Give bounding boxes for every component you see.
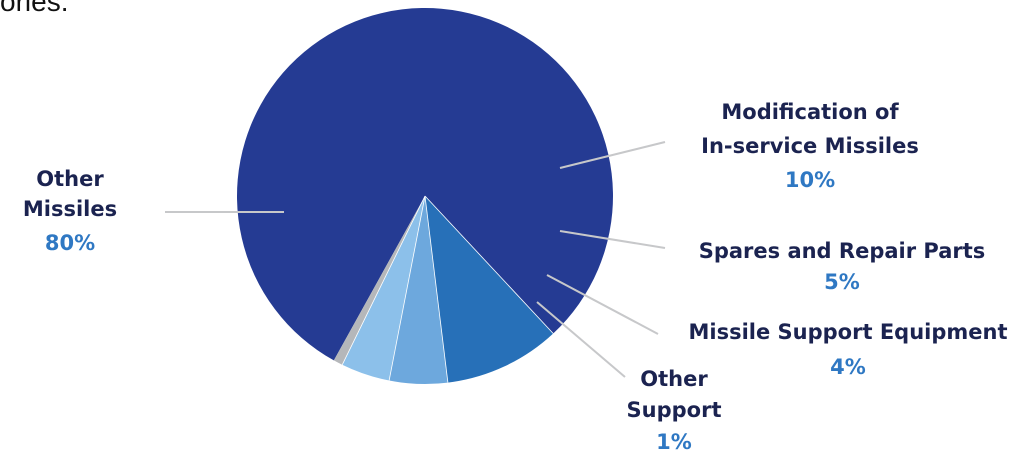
slice-label-2-line-2: In-service Missiles <box>701 134 919 158</box>
slice-percent-3: 5% <box>824 270 860 294</box>
slice-percent-2: 10% <box>785 168 835 192</box>
slice-separator <box>424 195 449 383</box>
slice-label-5-line-1: Other <box>640 367 708 391</box>
slice-percent-1: 80% <box>45 231 95 255</box>
slice-labels: Other Missiles 80% Modification of In-servic… <box>23 100 1008 452</box>
slice-label-3-line-1: Spares and Repair Parts <box>699 239 986 263</box>
slice-label-5-line-2: Support <box>627 398 722 422</box>
slice-label-4-line-1: Missile Support Equipment <box>689 320 1008 344</box>
leader-line-2 <box>559 141 666 169</box>
pie-slice-3 <box>389 196 448 385</box>
slice-label-2-line-1: Modification of <box>721 100 899 124</box>
leader-lines <box>165 141 666 378</box>
slice-label-1-line-1: Other <box>36 167 104 191</box>
pie-slices <box>237 7 614 385</box>
slice-separator <box>424 195 554 334</box>
pie-slice-2 <box>425 196 554 383</box>
slice-percent-4: 4% <box>830 355 866 379</box>
slice-label-1-line-2: Missiles <box>23 197 117 221</box>
intro-text-fragment: ories. <box>0 0 69 17</box>
leader-line-3 <box>559 230 666 249</box>
leader-line-5 <box>536 301 626 378</box>
slice-separator <box>388 195 426 381</box>
slice-percent-5: 1% <box>656 430 692 452</box>
pie-slice-4 <box>342 196 425 381</box>
pie-slice-5 <box>333 196 425 365</box>
slice-separator <box>341 195 426 365</box>
pie-slice-1 <box>237 7 614 361</box>
leader-line-4 <box>546 274 659 335</box>
